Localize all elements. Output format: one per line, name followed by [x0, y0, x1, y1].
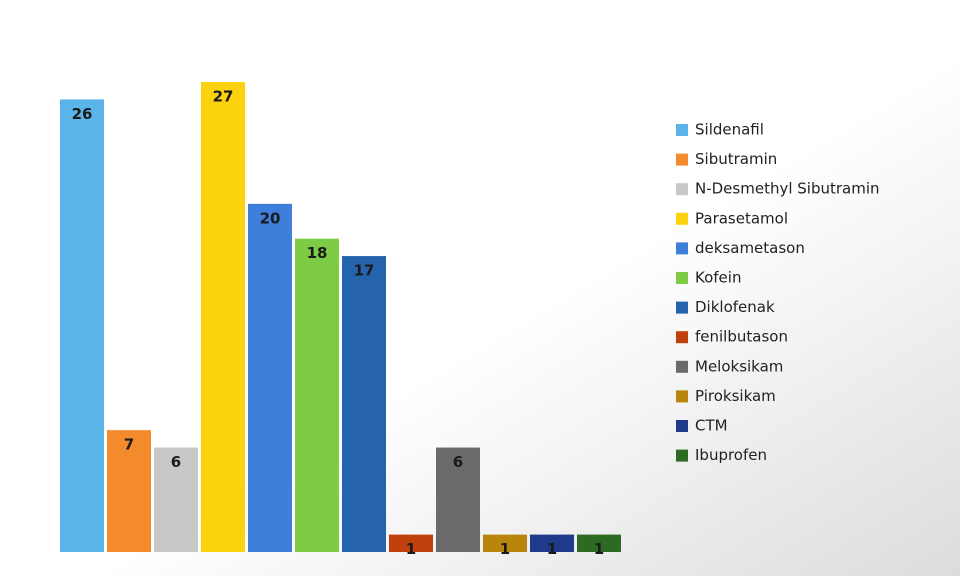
data-label: 27 [213, 88, 234, 106]
bar [342, 256, 386, 552]
legend-swatch [676, 390, 688, 403]
bar [436, 447, 480, 552]
bar [389, 534, 433, 552]
legend-swatch [676, 360, 688, 373]
bar [154, 447, 198, 552]
data-label: 20 [260, 209, 281, 227]
data-label: 1 [406, 540, 416, 558]
bar [483, 534, 527, 552]
data-label: 1 [594, 540, 604, 558]
legend-swatch [676, 124, 688, 136]
legend-label: Sildenafil [695, 121, 764, 139]
legend-label: Piroksikam [695, 387, 776, 405]
legend-swatch [676, 183, 688, 196]
bar [577, 534, 621, 552]
bar [107, 430, 151, 552]
legend-label: Meloksikam [695, 357, 783, 375]
legend-swatch [676, 242, 688, 255]
legend-swatch [676, 272, 688, 284]
bar [201, 82, 245, 552]
bar [60, 99, 104, 552]
legend-label: fenilbutason [695, 328, 788, 346]
legend-swatch [676, 420, 688, 432]
bar [530, 534, 574, 552]
data-label: 6 [171, 453, 181, 471]
legend-label: Kofein [695, 269, 741, 287]
legend-swatch [676, 301, 688, 314]
legend-label: Sibutramin [695, 150, 777, 168]
legend-swatch [676, 331, 688, 344]
legend-swatch [676, 153, 688, 166]
legend-label: Diklofenak [695, 298, 775, 316]
data-label: 1 [547, 540, 557, 558]
data-label: 7 [124, 436, 134, 454]
data-label: 6 [453, 453, 463, 471]
data-label: 17 [354, 262, 375, 280]
legend-label: CTM [695, 417, 728, 435]
bar [248, 203, 292, 552]
data-label: 26 [72, 105, 93, 123]
legend-label: deksametason [695, 239, 805, 257]
data-label: 1 [500, 540, 510, 558]
legend-swatch [676, 449, 688, 462]
legend-swatch [676, 212, 688, 225]
data-label: 18 [307, 244, 328, 262]
legend-label: N-Desmethyl Sibutramin [695, 180, 880, 198]
bar [295, 238, 339, 552]
legend-label: Ibuprofen [695, 446, 767, 464]
legend-label: Parasetamol [695, 209, 788, 227]
